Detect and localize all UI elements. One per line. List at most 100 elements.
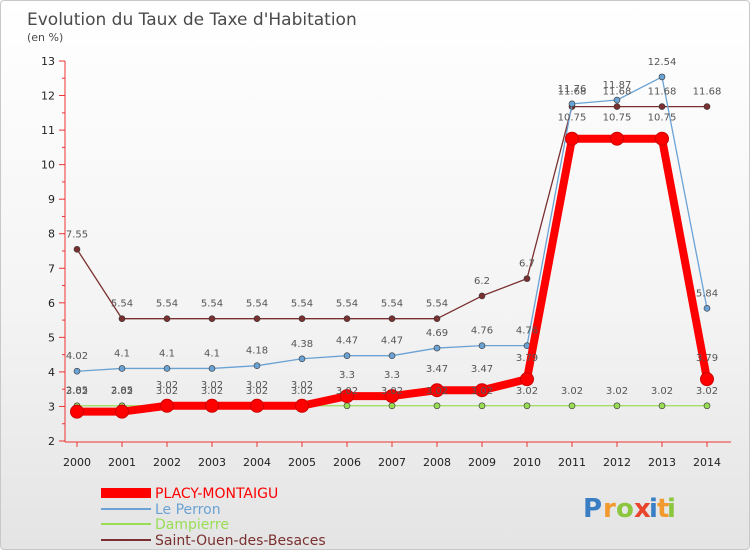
y-tick-label: 2 [48, 435, 55, 448]
x-tick-label: 2002 [153, 456, 181, 469]
data-point-placy-montaigu [385, 389, 399, 404]
data-label-placy-montaigu: 3.3 [384, 370, 400, 381]
data-point-le-perron [433, 344, 441, 352]
data-point-placy-montaigu [475, 383, 489, 398]
data-point-placy-montaigu [115, 404, 129, 419]
data-point-saint-ouen-des-besaces [388, 315, 396, 323]
brand-letter: i [649, 494, 658, 524]
data-label-dampierre: 3.02 [111, 386, 133, 397]
data-point-saint-ouen-des-besaces [703, 103, 711, 110]
data-point-placy-montaigu [160, 398, 174, 413]
data-label-le-perron: 4.69 [426, 328, 448, 339]
data-label-placy-montaigu: 10.75 [648, 113, 677, 124]
data-point-placy-montaigu [520, 372, 534, 387]
data-label-dampierre: 3.02 [246, 386, 268, 397]
brand-letter: r [603, 494, 616, 524]
data-label-placy-montaigu: 3.02 [246, 380, 268, 391]
y-tick-label: 3 [48, 400, 55, 413]
data-point-saint-ouen-des-besaces [73, 245, 81, 253]
data-label-dampierre: 3.02 [516, 386, 538, 397]
data-label-dampierre: 3.02 [651, 386, 673, 397]
data-label-saint-ouen-des-besaces: 5.54 [381, 299, 403, 310]
data-point-placy-montaigu [70, 404, 84, 419]
data-label-saint-ouen-des-besaces: 5.54 [426, 299, 448, 310]
data-label-saint-ouen-des-besaces: 11.68 [558, 87, 587, 98]
y-tick-label: 9 [48, 193, 55, 206]
data-label-le-perron: 4.1 [204, 348, 220, 359]
data-label-saint-ouen-des-besaces: 7.55 [66, 229, 88, 240]
data-point-saint-ouen-des-besaces [343, 315, 351, 323]
x-tick-label: 2001 [108, 456, 136, 469]
data-label-le-perron: 12.54 [648, 57, 677, 68]
y-tick-label: 7 [48, 262, 55, 275]
x-tick-label: 2008 [423, 456, 451, 469]
data-label-saint-ouen-des-besaces: 5.54 [201, 299, 223, 310]
data-point-saint-ouen-des-besaces [163, 315, 171, 323]
legend-label-le-perron: Le Perron [155, 502, 221, 518]
data-point-placy-montaigu [295, 398, 309, 413]
data-label-saint-ouen-des-besaces: 5.54 [246, 299, 268, 310]
data-point-placy-montaigu [565, 131, 579, 146]
data-label-dampierre: 3.02 [561, 386, 583, 397]
chart-title: Evolution du Taux de Taxe d'Habitation [27, 10, 357, 30]
data-label-dampierre: 3.02 [696, 386, 718, 397]
brand-letter: P [583, 494, 602, 524]
x-tick-label: 2004 [243, 456, 271, 469]
data-point-placy-montaigu [700, 372, 714, 387]
axes: 2 3 4 5 6 7 8 9 10 11 12 13 2000 2001 2002 2003 2004 2005… [41, 55, 721, 469]
data-label-placy-montaigu: 10.75 [558, 113, 587, 124]
data-label-saint-ouen-des-besaces: 5.54 [291, 299, 313, 310]
data-labels-group: 2.85 2.853.02 3.02 3.02 3.023.3 3.33.47 3.473.… [66, 57, 721, 397]
data-label-saint-ouen-des-besaces: 11.68 [648, 87, 677, 98]
data-label-placy-montaigu: 2.85 [66, 386, 88, 397]
data-point-le-perron [298, 355, 306, 363]
series-group [70, 73, 714, 419]
y-tick-label: 11 [41, 124, 55, 137]
x-tick-label: 2014 [693, 456, 721, 469]
data-label-le-perron: 11.76 [558, 84, 587, 95]
data-point-placy-montaigu [655, 131, 669, 146]
x-tick-label: 2007 [378, 456, 406, 469]
data-point-saint-ouen-des-besaces [208, 315, 216, 323]
legend-label-dampierre: Dampierre [155, 517, 229, 533]
data-label-saint-ouen-des-besaces: 11.68 [603, 87, 632, 98]
data-label-saint-ouen-des-besaces: 6.7 [519, 259, 535, 270]
data-label-dampierre: 3.02 [66, 386, 88, 397]
data-point-le-perron [163, 365, 171, 372]
data-label-dampierre: 3.02 [336, 386, 358, 397]
data-point-placy-montaigu [250, 398, 264, 413]
brand-letter: i [667, 494, 676, 524]
data-point-dampierre [703, 402, 711, 410]
data-point-le-perron [118, 365, 126, 372]
data-point-placy-montaigu [340, 389, 354, 404]
x-tick-label: 2010 [513, 456, 541, 469]
x-tick-label: 2012 [603, 456, 631, 469]
data-label-placy-montaigu: 3.79 [696, 353, 718, 364]
data-point-dampierre [658, 402, 666, 410]
data-label-dampierre: 3.02 [291, 386, 313, 397]
data-point-dampierre [433, 402, 441, 410]
data-point-dampierre [388, 402, 396, 410]
data-label-le-perron: 11.87 [603, 80, 632, 91]
data-point-saint-ouen-des-besaces [118, 315, 126, 323]
data-label-saint-ouen-des-besaces: 5.54 [156, 299, 178, 310]
data-label-placy-montaigu: 3.79 [516, 353, 538, 364]
x-tick-label: 2003 [198, 456, 226, 469]
data-point-le-perron [343, 352, 351, 359]
data-point-dampierre [523, 402, 531, 410]
data-label-placy-montaigu: 3.02 [201, 380, 223, 391]
brand-letter: o [616, 494, 634, 524]
data-point-le-perron [658, 73, 666, 81]
data-label-placy-montaigu: 2.85 [111, 386, 133, 397]
y-tick-label: 12 [41, 90, 55, 103]
data-point-saint-ouen-des-besaces [658, 103, 666, 110]
data-point-saint-ouen-des-besaces [253, 315, 261, 323]
data-point-le-perron [478, 342, 486, 349]
data-point-saint-ouen-des-besaces [523, 275, 531, 282]
y-tick-label: 8 [48, 228, 55, 241]
data-point-dampierre [343, 402, 351, 410]
data-label-le-perron: 4.1 [114, 348, 130, 359]
